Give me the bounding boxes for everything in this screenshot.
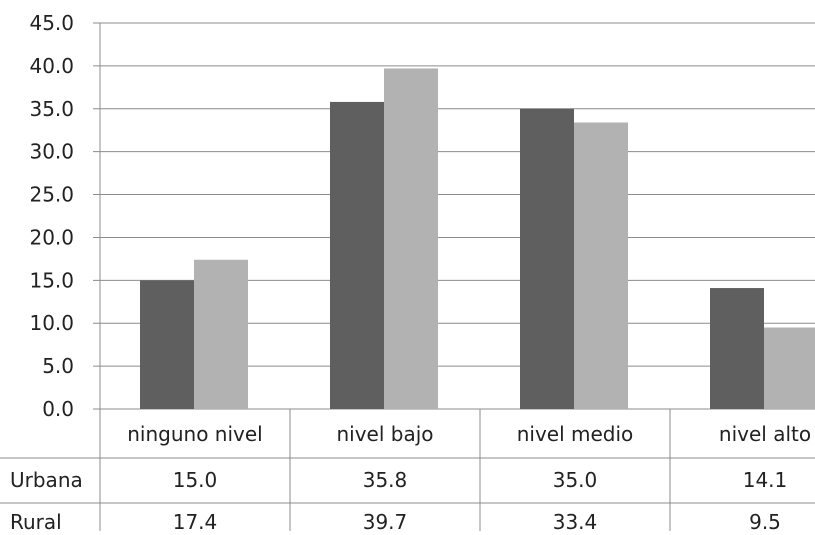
category-label: ninguno nivel xyxy=(127,422,262,446)
bar-rural-2 xyxy=(574,122,628,409)
bar-urbana-2 xyxy=(520,108,574,410)
category-label: nivel medio xyxy=(517,422,634,446)
category-label: nivel bajo xyxy=(336,422,433,446)
bar-urbana-0 xyxy=(140,280,194,409)
series-label-urbana: Urbana xyxy=(10,468,83,492)
table-cell-urbana-2: 35.0 xyxy=(553,468,598,492)
table-cell-urbana-3: 14.1 xyxy=(743,468,788,492)
y-tick-label: 15.0 xyxy=(29,268,74,292)
table-cell-urbana-1: 35.8 xyxy=(363,468,408,492)
table-cell-rural-3: 9.5 xyxy=(749,510,781,531)
bar-rural-1 xyxy=(384,68,438,409)
y-tick-label: 25.0 xyxy=(29,183,74,207)
bar-rural-0 xyxy=(194,259,248,409)
table-cell-urbana-0: 15.0 xyxy=(173,468,218,492)
y-tick-label: 45.0 xyxy=(29,11,74,35)
y-tick-label: 20.0 xyxy=(29,225,74,249)
bar-urbana-3 xyxy=(710,288,764,409)
table-cell-rural-1: 39.7 xyxy=(363,510,408,531)
y-tick-label: 10.0 xyxy=(29,311,74,335)
y-tick-label: 5.0 xyxy=(42,354,74,378)
y-tick-label: 0.0 xyxy=(42,397,74,421)
table-cell-rural-0: 17.4 xyxy=(173,510,218,531)
series-label-rural: Rural xyxy=(10,510,62,531)
y-tick-label: 30.0 xyxy=(29,140,74,164)
table-cell-rural-2: 33.4 xyxy=(553,510,598,531)
y-tick-label: 40.0 xyxy=(29,54,74,78)
bar-urbana-1 xyxy=(330,101,384,409)
y-tick-label: 35.0 xyxy=(29,97,74,121)
bar-rural-3 xyxy=(764,327,815,409)
category-label: nivel alto xyxy=(719,422,811,446)
